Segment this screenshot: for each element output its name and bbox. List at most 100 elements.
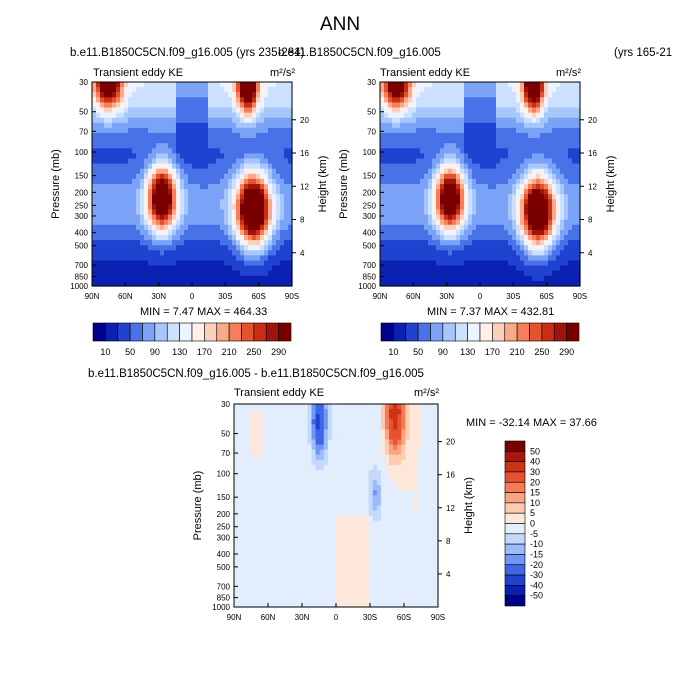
heatmap-cell [444, 235, 449, 241]
heatmap-cell [104, 229, 109, 236]
heatmap-cell [254, 464, 260, 471]
heatmap-cell [278, 535, 284, 542]
heatmap-cell [420, 240, 425, 246]
heatmap-cell [528, 107, 533, 114]
heatmap-cell [307, 419, 313, 425]
heatmap-cell [248, 204, 253, 211]
colorbar-swatch [553, 322, 567, 342]
heatmap-cell [282, 571, 288, 578]
heatmap-cell [124, 280, 129, 287]
heatmap-cell [258, 556, 264, 562]
heatmap-cell [236, 112, 241, 119]
heatmap-cell [184, 107, 189, 114]
heatmap-cell [104, 184, 109, 190]
heatmap-cell [460, 235, 465, 241]
heatmap-cell [288, 265, 293, 272]
heatmap-cell [120, 112, 125, 119]
heatmap-cell [556, 209, 561, 216]
heatmap-cell [196, 163, 201, 170]
heatmap-cell [232, 214, 237, 221]
heatmap-cell [284, 153, 289, 160]
colorbar-swatch [92, 322, 106, 342]
heatmap-cell [116, 143, 121, 149]
heatmap-cell [272, 97, 277, 103]
heatmap-cell [416, 270, 421, 277]
colorbar-label: 130 [460, 347, 475, 357]
heatmap-cell [100, 178, 105, 185]
heatmap-cell [500, 163, 505, 170]
heatmap-cell [412, 189, 417, 195]
heatmap-cell [260, 209, 265, 216]
heatmap-cell [180, 168, 185, 175]
heatmap-cell [264, 194, 269, 200]
heatmap-cell [164, 260, 169, 267]
heatmap-cell [268, 240, 273, 246]
heatmap-cell [96, 87, 101, 93]
heatmap-cell [303, 469, 309, 476]
heatmap-cell [184, 82, 189, 88]
heatmap-cell [500, 270, 505, 277]
heatmap-cell [496, 224, 501, 231]
heatmap-cell [516, 189, 521, 195]
heatmap-cell [246, 469, 251, 476]
heatmap-cell [148, 107, 153, 114]
heatmap-cell [460, 229, 465, 236]
heatmap-cell [254, 596, 260, 603]
heatmap-cell [196, 138, 201, 144]
heatmap-cell [270, 601, 276, 608]
heatmap-cell [500, 82, 505, 88]
heatmap-cell [295, 480, 300, 486]
heatmap-cell [220, 189, 225, 195]
heatmap-cell [248, 158, 253, 165]
heatmap-cell [280, 219, 285, 226]
heatmap-cell [256, 265, 261, 272]
heatmap-cell [180, 127, 185, 134]
heatmap-cell [284, 92, 289, 98]
heatmap-cell [436, 122, 441, 129]
heatmap-cell [200, 229, 205, 236]
heatmap-cell [512, 184, 517, 190]
heatmap-cell [448, 270, 453, 277]
heatmap-cell [500, 92, 505, 98]
heatmap-cell [291, 439, 296, 446]
heatmap-cell [216, 158, 221, 165]
heatmap-cell [440, 219, 445, 226]
heatmap-cell [412, 97, 417, 103]
heatmap-cell [392, 275, 397, 282]
heatmap-cell [140, 97, 145, 103]
heatmap-cell [184, 224, 189, 231]
heatmap-cell [274, 490, 280, 496]
heatmap-cell [212, 224, 217, 231]
heatmap-cell [92, 184, 97, 190]
heatmap-cell [232, 219, 237, 226]
heatmap-cell [104, 87, 109, 93]
heatmap-cell [284, 214, 289, 221]
heatmap-cell [100, 87, 105, 93]
heatmap-cell [516, 112, 521, 119]
heatmap-cell [464, 235, 469, 241]
heatmap-cell [220, 255, 225, 262]
heatmap-cell [258, 404, 264, 410]
heatmap-cell [295, 576, 300, 583]
heatmap-cell [488, 158, 493, 165]
heatmap-cell [200, 240, 205, 246]
heatmap-cell [258, 525, 264, 532]
heatmap-cell [116, 173, 121, 180]
heatmap-cell [144, 107, 149, 114]
heatmap-cell [480, 92, 485, 98]
heatmap-cell [164, 199, 169, 205]
heatmap-cell [260, 138, 265, 144]
heatmap-cell [452, 214, 457, 221]
heatmap-cell [288, 143, 293, 149]
heatmap-cell [416, 229, 421, 236]
heatmap-cell [524, 194, 529, 200]
heatmap-cell [266, 546, 272, 552]
heatmap-cell [124, 255, 129, 262]
heatmap-cell [528, 275, 533, 282]
heatmap-cell [404, 194, 409, 200]
heatmap-cell [512, 168, 517, 175]
heatmap-cell [236, 219, 241, 226]
heatmap-cell [444, 127, 449, 134]
heatmap-cell [116, 270, 121, 277]
heatmap-cell [144, 214, 149, 221]
